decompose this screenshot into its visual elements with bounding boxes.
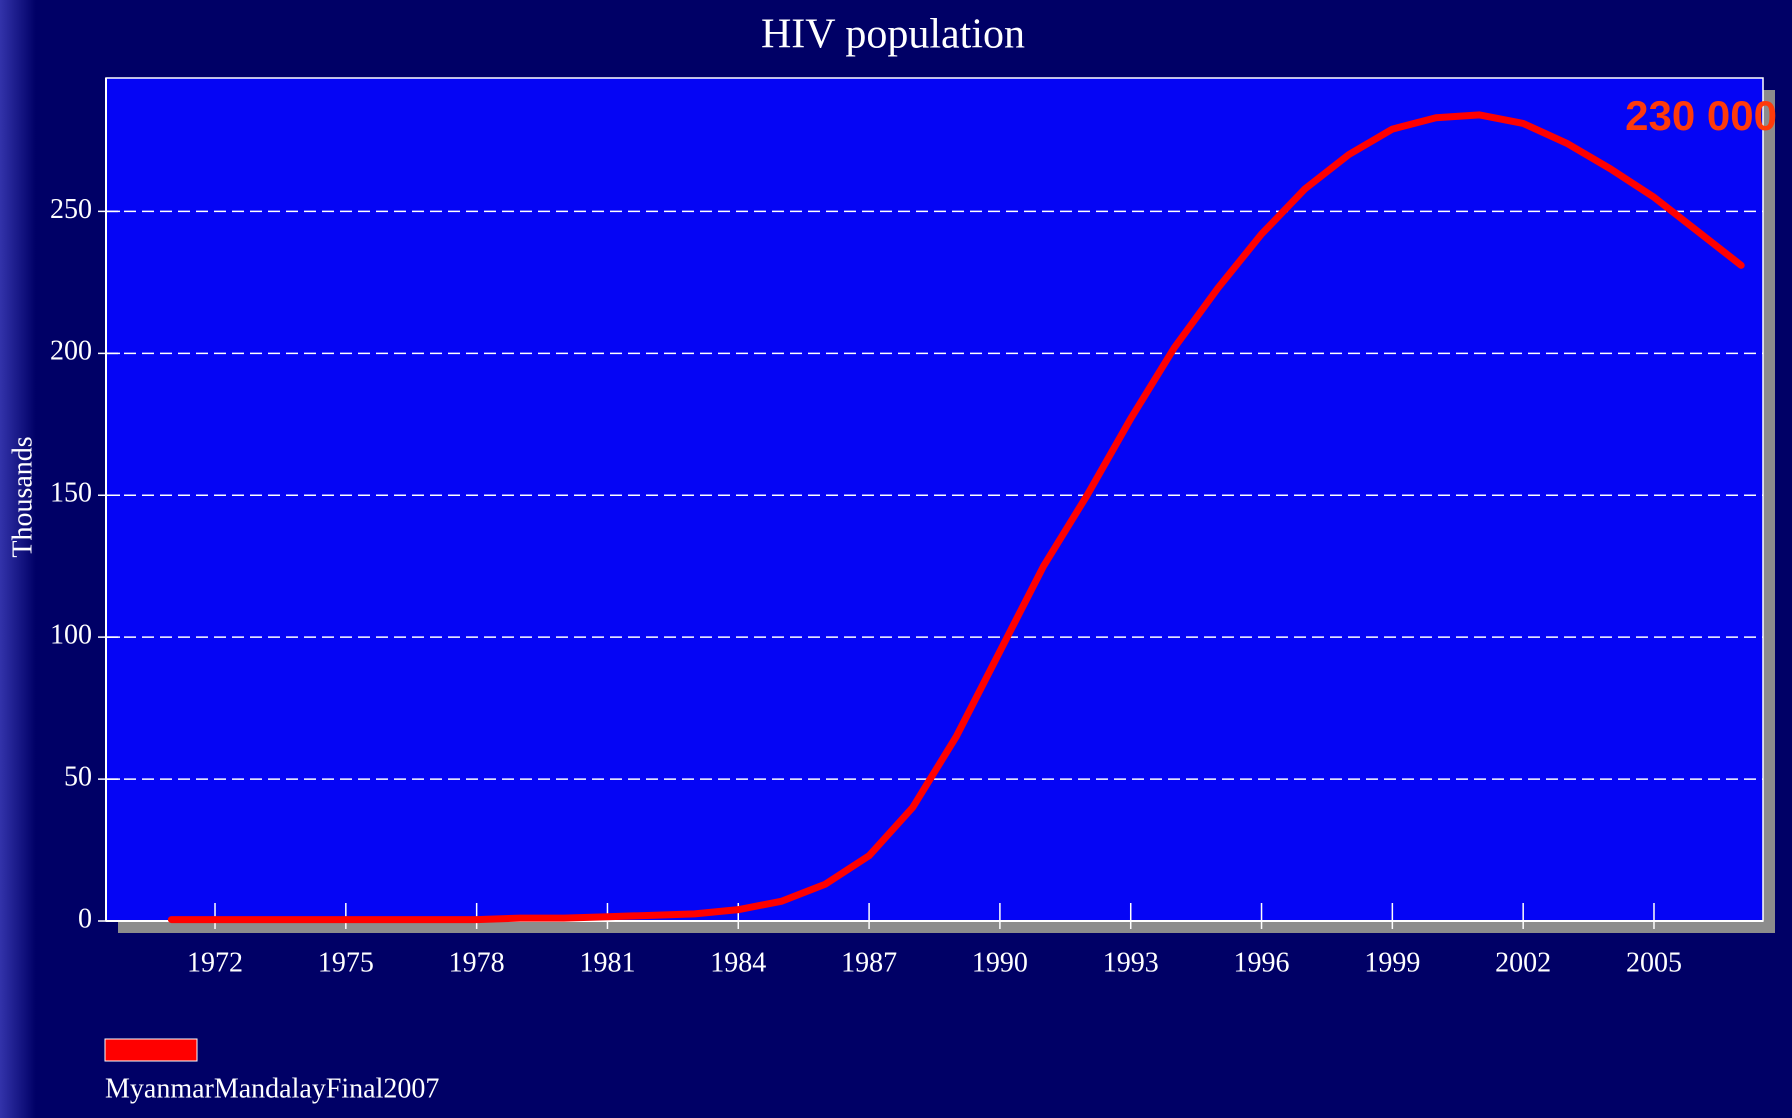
x-tick-label: 1990 — [972, 947, 1028, 978]
x-tick-label: 1984 — [710, 947, 766, 978]
x-tick-label: 1975 — [318, 947, 374, 978]
chart-title: HIV population — [761, 12, 1025, 58]
y-tick-label: 250 — [50, 194, 92, 225]
y-tick-label: 0 — [78, 903, 92, 934]
legend-swatch — [104, 1038, 198, 1062]
y-tick-label: 150 — [50, 478, 92, 509]
x-tick-label: 1996 — [1234, 947, 1290, 978]
annotation: 230 000 — [1625, 92, 1777, 139]
plot-area — [105, 77, 1764, 922]
data-line — [167, 111, 1745, 924]
x-tick-label: 1978 — [449, 947, 505, 978]
x-tick-label: 2002 — [1495, 947, 1551, 978]
x-tick-label: 1999 — [1364, 947, 1420, 978]
x-tick-label: 1972 — [187, 947, 243, 978]
x-tick-label: 1981 — [579, 947, 635, 978]
y-axis-label: Thousands — [7, 436, 38, 557]
y-tick-label: 100 — [50, 620, 92, 651]
x-tick-label: 1987 — [841, 947, 897, 978]
y-tick-label: 200 — [50, 336, 92, 367]
y-tick-label: 50 — [64, 762, 92, 793]
x-tick-label: 1993 — [1103, 947, 1159, 978]
x-tick-label: 2005 — [1626, 947, 1682, 978]
legend-label: MyanmarMandalayFinal2007 — [105, 1073, 439, 1104]
